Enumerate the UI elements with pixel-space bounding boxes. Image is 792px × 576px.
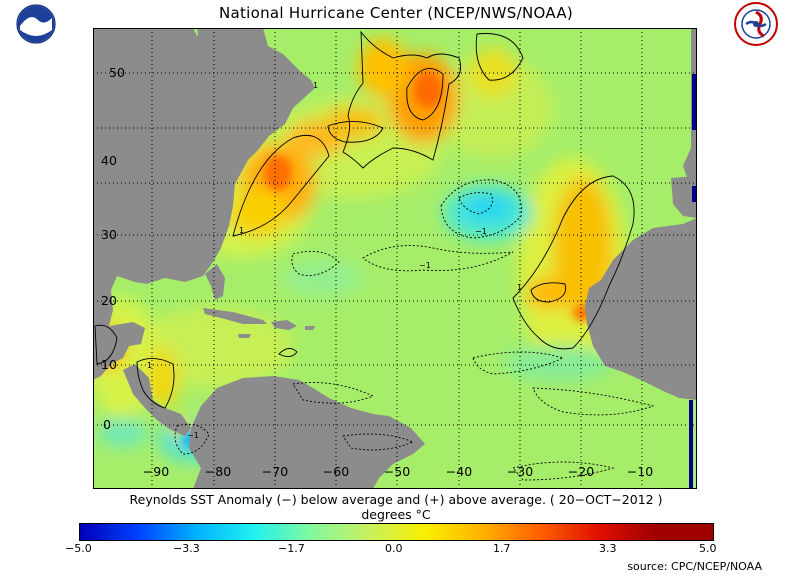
contour-label: 1 <box>313 81 318 90</box>
lon-label: −20 <box>568 464 594 479</box>
page-title: National Hurricane Center (NCEP/NWS/NOAA… <box>218 4 574 22</box>
colorbar-cell <box>597 524 656 540</box>
lon-label: −30 <box>507 464 533 479</box>
source-note: source: CPC/NCEP/NOAA <box>627 560 762 573</box>
land-masses <box>93 28 697 489</box>
colorbar-tick: −5.0 <box>65 542 92 555</box>
contour-label: −1 <box>419 261 431 270</box>
contour-label: −1 <box>187 431 199 440</box>
colorbar-tick: −3.3 <box>173 542 200 555</box>
lat-label: 0 <box>103 417 111 432</box>
colorbar-cell <box>310 524 368 540</box>
colorbar-cell <box>195 524 253 540</box>
lon-label: −50 <box>384 464 410 479</box>
colorbar-cell <box>482 524 541 540</box>
colorbar-cell <box>367 524 426 540</box>
nws-logo <box>734 2 778 46</box>
lat-label: 50 <box>109 65 125 80</box>
colorbar-cell <box>137 524 196 540</box>
latitude-labels: 0 10 20 30 40 50 <box>101 65 125 432</box>
colorbar-tick: 5.0 <box>699 542 717 555</box>
colorbar-ticks: −5.0 −3.3 −1.7 0.0 1.7 3.3 5.0 <box>65 542 717 558</box>
colorbar-cell <box>540 524 598 540</box>
colorbar <box>79 523 714 541</box>
sst-anomaly-map: 1 −1 1 −1 1 −1 1 −90 −80 −7 <box>93 28 697 489</box>
lon-label: −40 <box>446 464 472 479</box>
noaa-logo <box>16 4 56 44</box>
negative-contour-lines <box>174 179 655 481</box>
colorbar-tick: −1.7 <box>278 542 305 555</box>
colorbar-cell <box>252 524 311 540</box>
lat-label: 30 <box>101 227 117 242</box>
contour-label: 1 <box>517 283 522 292</box>
colorbar-tick: 0.0 <box>385 542 403 555</box>
colorbar-cell <box>80 524 138 540</box>
contour-label: 1 <box>239 226 244 235</box>
lon-label: −10 <box>627 464 653 479</box>
colorbar-cell <box>655 524 714 540</box>
colorbar-cell <box>425 524 483 540</box>
map-caption: Reynolds SST Anomaly (−) below average a… <box>129 492 663 507</box>
lon-label: −90 <box>143 464 169 479</box>
graticule <box>93 28 697 489</box>
lon-label: −70 <box>262 464 288 479</box>
units-label: degrees °C <box>361 507 431 522</box>
lon-label: −60 <box>323 464 349 479</box>
lat-label: 20 <box>101 293 117 308</box>
lon-label: −80 <box>205 464 231 479</box>
lat-label: 40 <box>101 153 117 168</box>
lat-label: 10 <box>101 357 117 372</box>
longitude-labels: −90 −80 −70 −60 −50 −40 −30 −20 −10 <box>143 464 653 479</box>
contour-label: −1 <box>475 227 487 236</box>
colorbar-tick: 1.7 <box>493 542 511 555</box>
colorbar-tick: 3.3 <box>599 542 617 555</box>
contour-lines <box>94 30 635 409</box>
